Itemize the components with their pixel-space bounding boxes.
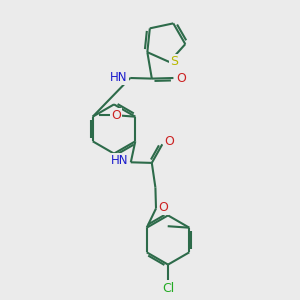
Text: HN: HN	[110, 70, 128, 84]
Text: O: O	[164, 135, 174, 148]
Text: S: S	[170, 56, 178, 68]
Text: O: O	[176, 71, 186, 85]
Text: O: O	[159, 201, 168, 214]
Text: O: O	[111, 109, 121, 122]
Text: Cl: Cl	[162, 282, 174, 295]
Text: HN: HN	[111, 154, 128, 167]
